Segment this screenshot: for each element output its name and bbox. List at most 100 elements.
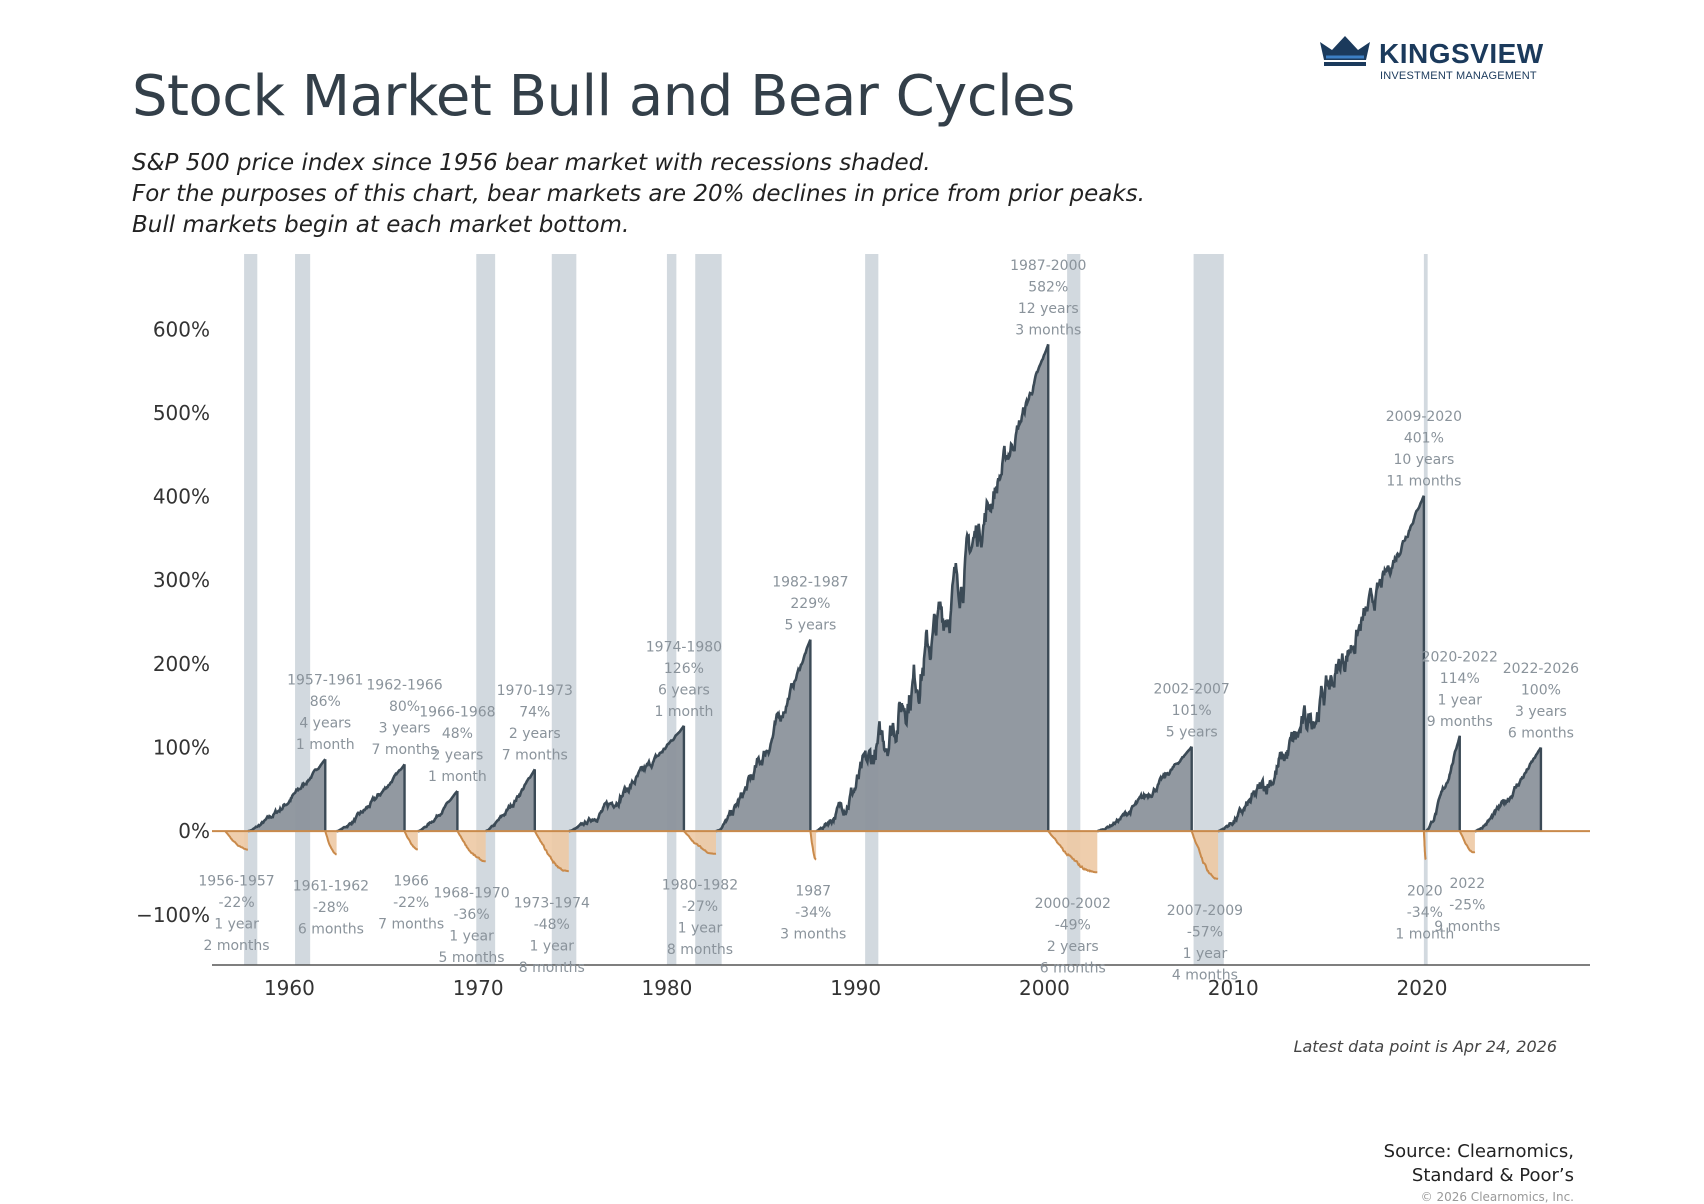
bear-market-label: 1 month <box>1395 927 1454 943</box>
bear-market-label: 1980-1982 <box>662 878 738 894</box>
bull-market-label: 1970-1973 <box>497 683 573 699</box>
crown-logo-icon <box>1320 36 1370 66</box>
bear-market-line <box>533 830 569 873</box>
bear-market-area <box>225 831 248 850</box>
bear-market-line <box>683 830 717 855</box>
bear-market-label: 2000-2002 <box>1035 896 1111 912</box>
bull-market-label: 401% <box>1404 431 1444 447</box>
bull-market-label: 6 years <box>658 682 710 698</box>
bull-market-label: 2009-2020 <box>1386 409 1462 425</box>
bear-market-area <box>1048 831 1098 873</box>
bear-market-label: 2 years <box>1047 939 1099 955</box>
x-tick-label: 1980 <box>641 976 692 1000</box>
bull-market-label: 5 years <box>784 618 836 634</box>
bull-market-label: 12 years <box>1018 301 1079 317</box>
bull-market-area <box>568 725 684 832</box>
bull-market-area <box>716 639 811 832</box>
bear-market-label: 6 months <box>1040 961 1106 977</box>
bear-market-line <box>224 830 248 851</box>
latest-data-note: Latest data point is Apr 24, 2026 <box>1293 1037 1557 1056</box>
bull-market-label: 2002-2007 <box>1154 682 1230 698</box>
recession-band <box>666 254 677 965</box>
copyright-note: © 2026 Clearnomics, Inc. <box>1420 1190 1574 1204</box>
bear-market-label: -28% <box>313 900 349 916</box>
bull-market-line <box>247 758 327 833</box>
source-note: Source: Clearnomics, Standard & Poor’s <box>1384 1140 1574 1188</box>
bull-market-label: 1 month <box>296 737 355 753</box>
recession-band <box>865 254 879 965</box>
y-tick-label: −100% <box>136 903 210 927</box>
bull-market-label: 74% <box>519 704 550 720</box>
bear-market-label: -34% <box>795 905 831 921</box>
x-tick-label: 1970 <box>453 976 504 1000</box>
bull-market-label: 7 months <box>502 747 568 763</box>
bull-market-label: 10 years <box>1393 452 1454 468</box>
bear-market-label: 1987 <box>795 884 831 900</box>
bull-market-line <box>485 768 536 833</box>
bull-market-label: 86% <box>310 694 341 710</box>
bear-market-label: 9 months <box>1434 919 1500 935</box>
bull-market-label: 6 months <box>1508 726 1574 742</box>
bear-market-label: 2020 <box>1407 884 1443 900</box>
bull-market-label: 7 months <box>371 742 437 758</box>
x-tick-label: 2020 <box>1397 976 1448 1000</box>
bull-market-label: 9 months <box>1427 714 1493 730</box>
bull-market-label: 2020-2022 <box>1422 649 1498 665</box>
bull-market-line <box>336 763 406 833</box>
y-tick-label: 0% <box>178 819 210 843</box>
subtitle-line: S&P 500 price index since 1956 bear mark… <box>132 150 931 176</box>
bull-market-area <box>1218 495 1424 832</box>
bull-market-label: 582% <box>1028 279 1068 295</box>
bull-market-label: 2 years <box>431 748 483 764</box>
recession-band <box>1423 254 1428 965</box>
bear-market-line <box>809 831 817 861</box>
bull-market-area <box>336 764 405 832</box>
bull-market-label: 80% <box>389 699 420 715</box>
bear-market-label: -57% <box>1187 924 1223 940</box>
bull-market-label: 126% <box>664 661 704 677</box>
bull-market-label: 229% <box>790 596 830 612</box>
bull-market-line <box>815 343 1050 833</box>
bull-market-line <box>1096 745 1193 833</box>
bear-market-label: 1 year <box>529 938 574 954</box>
bull-bear-chart: −100% 0% 100% 200% 300% 400% 500% 600% 1960 1970 1… <box>136 254 1590 1000</box>
recession-band <box>1067 254 1081 965</box>
bear-market-label: 2 months <box>203 938 269 954</box>
bear-market-label: 1 year <box>1183 946 1228 962</box>
bull-market-label: 2 years <box>509 726 561 742</box>
bull-market-area <box>1425 735 1460 832</box>
bear-market-label: 1961-1962 <box>293 879 369 895</box>
bear-market-label: 7 months <box>378 917 444 933</box>
y-tick-label: 300% <box>153 568 210 592</box>
bull-market-area <box>485 769 535 832</box>
bear-market-area <box>1459 831 1475 853</box>
bear-market-label: -34% <box>1407 905 1443 921</box>
page-title: Stock Market Bull and Bear Cycles <box>132 64 1075 129</box>
bear-market-line <box>1422 831 1427 861</box>
bull-market-label: 2022-2026 <box>1503 661 1579 677</box>
x-tick-label: 1990 <box>830 976 881 1000</box>
bear-market-label: 6 months <box>298 922 364 938</box>
bear-market-label: 1956-1957 <box>198 874 274 890</box>
brand-name: KINGSVIEW <box>1379 38 1544 69</box>
x-tick-label: 1960 <box>264 976 315 1000</box>
bull-market-area <box>417 791 458 832</box>
bear-market-label: -22% <box>218 895 254 911</box>
bear-market-label: 1968-1970 <box>433 885 509 901</box>
bear-market-area <box>683 831 716 854</box>
bull-market-area <box>816 344 1049 832</box>
bull-market-label: 11 months <box>1386 474 1461 490</box>
recession-band <box>244 254 258 965</box>
recession-band <box>476 254 496 965</box>
bull-market-label: 3 months <box>1015 322 1081 338</box>
bull-market-label: 101% <box>1172 703 1212 719</box>
bear-market-label: 1 year <box>449 928 494 944</box>
bull-market-line <box>1425 735 1462 833</box>
bear-market-area <box>534 831 569 872</box>
bull-market-label: 3 years <box>1515 704 1567 720</box>
bull-market-label: 48% <box>442 726 473 742</box>
bear-market-label: 3 months <box>780 927 846 943</box>
bull-market-area <box>247 759 326 832</box>
bear-market-label: -27% <box>682 899 718 915</box>
bull-market-area <box>1474 747 1541 832</box>
